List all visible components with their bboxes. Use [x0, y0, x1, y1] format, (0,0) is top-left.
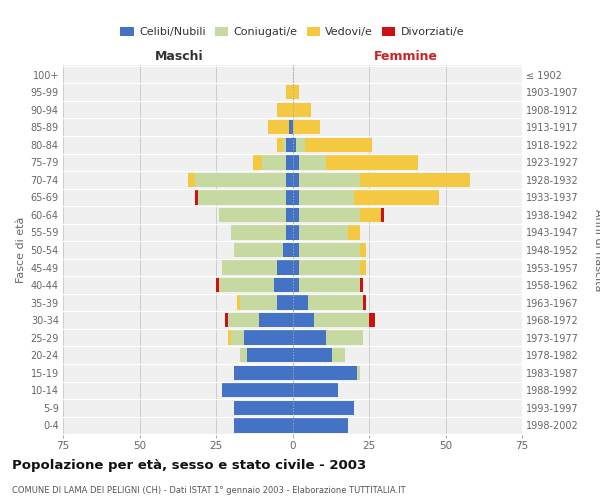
Text: Femmine: Femmine [374, 50, 438, 63]
Bar [293, 208, 299, 222]
Bar [299, 278, 360, 292]
Bar [225, 313, 228, 328]
Bar [293, 330, 326, 345]
Bar [360, 172, 470, 187]
Bar [253, 155, 262, 170]
Bar [293, 313, 314, 328]
Bar [293, 172, 299, 187]
Bar [235, 418, 293, 432]
Bar [219, 278, 274, 292]
Bar [354, 190, 439, 204]
Bar [232, 226, 286, 239]
Bar [293, 366, 357, 380]
Bar [286, 172, 293, 187]
Bar [286, 226, 293, 239]
Bar [381, 208, 385, 222]
Bar [219, 208, 286, 222]
Bar [296, 138, 305, 152]
Bar [293, 226, 299, 239]
Bar [326, 330, 363, 345]
Text: COMUNE DI LAMA DEI PELIGNI (CH) - Dati ISTAT 1° gennaio 2003 - Elaborazione TUTT: COMUNE DI LAMA DEI PELIGNI (CH) - Dati I… [12, 486, 406, 495]
Bar [194, 190, 197, 204]
Bar [286, 190, 293, 204]
Bar [293, 418, 347, 432]
Bar [293, 400, 354, 415]
Bar [360, 260, 366, 274]
Bar [293, 348, 332, 362]
Bar [360, 243, 366, 257]
Bar [274, 278, 293, 292]
Bar [268, 120, 289, 134]
Bar [277, 102, 293, 117]
Bar [299, 172, 360, 187]
Bar [235, 243, 283, 257]
Bar [360, 208, 381, 222]
Bar [247, 348, 293, 362]
Bar [299, 226, 347, 239]
Bar [259, 313, 293, 328]
Bar [232, 330, 244, 345]
Bar [293, 120, 320, 134]
Bar [235, 400, 293, 415]
Bar [289, 120, 293, 134]
Bar [241, 348, 247, 362]
Bar [235, 366, 293, 380]
Bar [228, 330, 232, 345]
Bar [188, 172, 194, 187]
Bar [194, 172, 286, 187]
Text: Maschi: Maschi [155, 50, 203, 63]
Bar [286, 138, 293, 152]
Bar [357, 366, 360, 380]
Bar [286, 85, 293, 100]
Y-axis label: Anni di nascita: Anni di nascita [593, 209, 600, 291]
Bar [277, 260, 293, 274]
Bar [308, 296, 363, 310]
Bar [216, 278, 219, 292]
Bar [299, 208, 360, 222]
Bar [299, 260, 360, 274]
Bar [360, 278, 363, 292]
Bar [244, 330, 293, 345]
Bar [222, 383, 293, 398]
Bar [293, 383, 338, 398]
Bar [293, 155, 299, 170]
Bar [238, 296, 241, 310]
Bar [326, 155, 418, 170]
Bar [299, 155, 326, 170]
Bar [305, 138, 372, 152]
Bar [347, 226, 360, 239]
Bar [293, 85, 299, 100]
Bar [293, 296, 308, 310]
Bar [283, 138, 286, 152]
Bar [293, 102, 311, 117]
Bar [293, 260, 299, 274]
Bar [228, 313, 259, 328]
Bar [197, 190, 286, 204]
Bar [293, 138, 296, 152]
Bar [283, 243, 293, 257]
Legend: Celibi/Nubili, Coniugati/e, Vedovi/e, Divorziati/e: Celibi/Nubili, Coniugati/e, Vedovi/e, Di… [116, 22, 469, 42]
Bar [241, 296, 277, 310]
Bar [299, 190, 354, 204]
Bar [314, 313, 369, 328]
Text: Popolazione per età, sesso e stato civile - 2003: Popolazione per età, sesso e stato civil… [12, 460, 366, 472]
Bar [299, 243, 360, 257]
Bar [286, 155, 293, 170]
Bar [277, 138, 283, 152]
Bar [293, 243, 299, 257]
Bar [277, 296, 293, 310]
Bar [332, 348, 344, 362]
Bar [262, 155, 286, 170]
Bar [293, 190, 299, 204]
Bar [222, 260, 277, 274]
Bar [369, 313, 375, 328]
Y-axis label: Fasce di età: Fasce di età [16, 217, 26, 283]
Bar [293, 278, 299, 292]
Bar [363, 296, 366, 310]
Bar [286, 208, 293, 222]
